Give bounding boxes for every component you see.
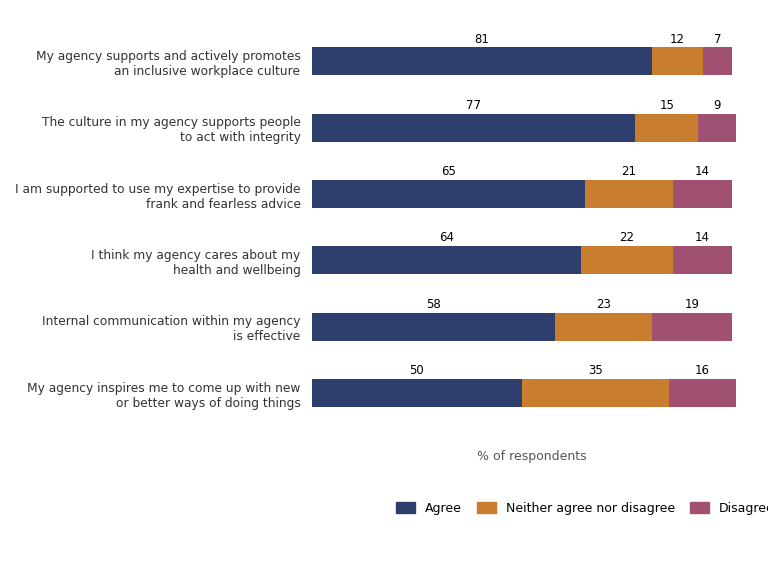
Bar xyxy=(652,313,732,341)
Bar xyxy=(312,247,581,275)
Text: 12: 12 xyxy=(670,33,685,46)
Text: 58: 58 xyxy=(426,298,441,311)
Text: 81: 81 xyxy=(475,33,489,46)
Text: 64: 64 xyxy=(439,232,454,244)
Text: 77: 77 xyxy=(466,99,481,112)
Text: 19: 19 xyxy=(684,298,700,311)
Text: 21: 21 xyxy=(621,165,637,178)
Bar xyxy=(312,47,652,76)
Bar xyxy=(312,313,555,341)
Text: 9: 9 xyxy=(713,99,721,112)
Bar xyxy=(312,114,635,142)
Bar xyxy=(312,180,585,208)
Text: 50: 50 xyxy=(409,364,424,377)
Bar xyxy=(581,247,673,275)
Text: 65: 65 xyxy=(441,165,455,178)
Bar xyxy=(673,180,732,208)
Text: 14: 14 xyxy=(695,165,710,178)
Text: 7: 7 xyxy=(713,33,721,46)
Bar xyxy=(635,114,698,142)
Text: 15: 15 xyxy=(660,99,674,112)
Text: 35: 35 xyxy=(588,364,603,377)
Bar xyxy=(698,114,737,142)
Bar xyxy=(585,180,673,208)
Bar xyxy=(669,379,737,407)
Text: 22: 22 xyxy=(619,232,634,244)
Bar xyxy=(673,247,732,275)
Text: 23: 23 xyxy=(596,298,611,311)
Bar xyxy=(703,47,732,76)
Bar xyxy=(555,313,652,341)
Bar xyxy=(521,379,669,407)
Legend: Agree, Neither agree nor disagree, Disagree: Agree, Neither agree nor disagree, Disag… xyxy=(391,497,768,520)
Text: 14: 14 xyxy=(695,232,710,244)
X-axis label: % of respondents: % of respondents xyxy=(478,450,587,463)
Text: 16: 16 xyxy=(695,364,710,377)
Bar xyxy=(312,379,521,407)
Bar xyxy=(652,47,703,76)
